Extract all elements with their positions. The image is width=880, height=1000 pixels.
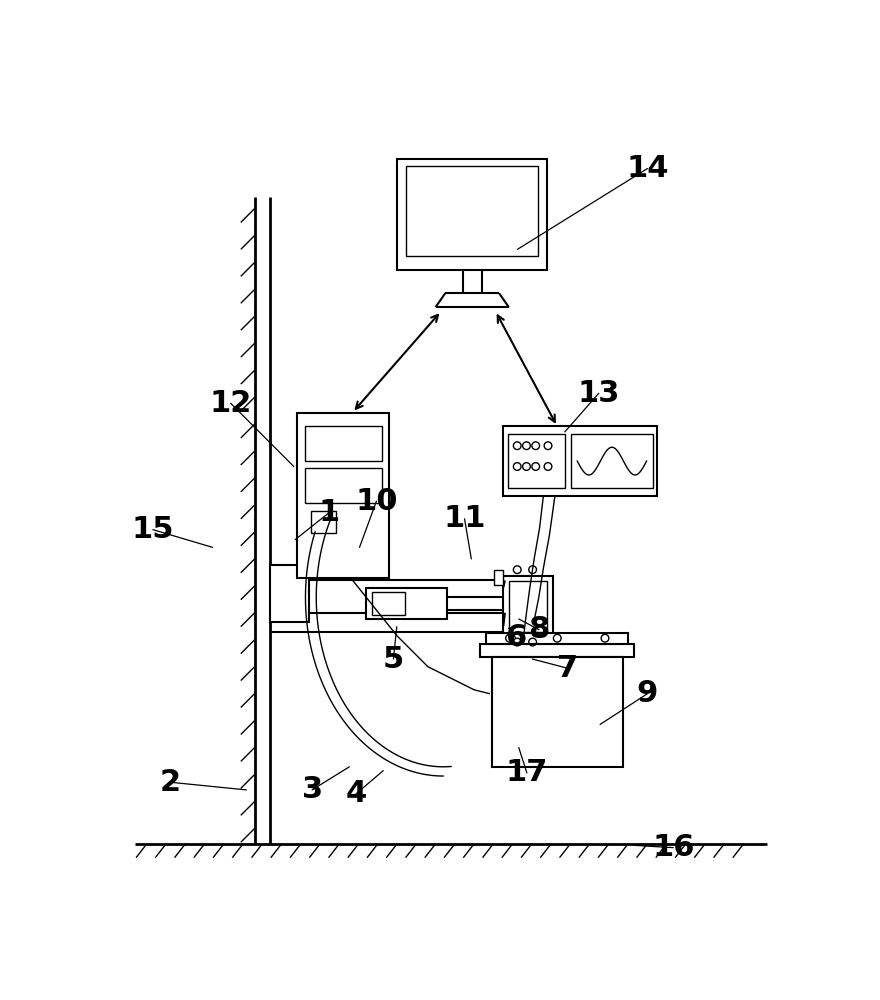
Text: 6: 6 (505, 623, 526, 652)
Text: 9: 9 (637, 679, 658, 708)
Bar (503, 426, 657, 496)
Bar (397, 158, 547, 270)
Bar (304, 468, 382, 503)
Text: 7: 7 (557, 654, 578, 683)
Bar (509, 581, 547, 632)
Bar (407, 166, 538, 256)
Text: 16: 16 (652, 833, 694, 862)
Bar (495, 570, 503, 585)
Bar (311, 511, 335, 533)
Text: 1: 1 (319, 498, 340, 527)
Bar (487, 633, 628, 644)
Bar (492, 657, 623, 767)
Text: 4: 4 (346, 779, 367, 808)
Text: 17: 17 (506, 758, 548, 787)
Text: 12: 12 (209, 389, 252, 418)
Bar (508, 434, 565, 488)
Bar (270, 565, 309, 622)
Text: 8: 8 (529, 615, 550, 644)
Text: 3: 3 (302, 775, 323, 804)
Text: 2: 2 (159, 768, 180, 797)
Bar (304, 426, 382, 461)
Text: 15: 15 (132, 515, 174, 544)
Bar (297, 413, 390, 578)
Text: 10: 10 (356, 487, 398, 516)
Bar (571, 434, 653, 488)
Text: 11: 11 (444, 504, 486, 533)
Bar (366, 588, 447, 619)
Text: 14: 14 (627, 154, 669, 183)
Bar (372, 592, 405, 615)
Text: 5: 5 (383, 645, 404, 674)
Text: 13: 13 (577, 379, 620, 408)
Bar (503, 576, 553, 637)
Bar (480, 644, 634, 657)
